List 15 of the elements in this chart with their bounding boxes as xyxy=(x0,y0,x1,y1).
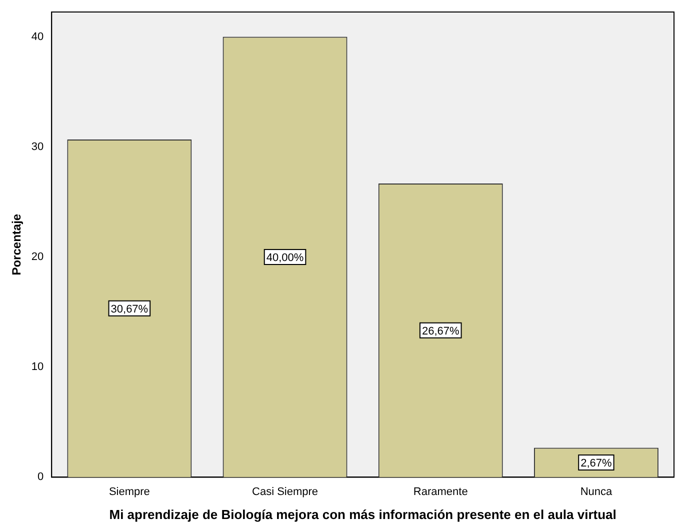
x-tick-label: Raramente xyxy=(413,486,468,498)
y-tick-label: 20 xyxy=(31,251,44,264)
data-label: 40,00% xyxy=(266,252,304,264)
y-tick-label: 0 xyxy=(38,471,44,484)
y-tick-label: 40 xyxy=(31,30,44,43)
x-axis-title: Mi aprendizaje de Biología mejora con más información presente en el aula virtual xyxy=(109,506,616,522)
data-label: 26,67% xyxy=(422,325,460,338)
data-label: 30,67% xyxy=(110,303,148,316)
x-tick-label: Nunca xyxy=(580,486,613,498)
x-tick-label: Casi Siempre xyxy=(252,486,318,498)
data-label: 2,67% xyxy=(580,458,612,470)
y-tick-label: 10 xyxy=(31,361,44,374)
y-axis-title: Porcentaje xyxy=(10,214,24,276)
x-tick-label: Siempre xyxy=(108,486,150,498)
y-tick-label: 30 xyxy=(31,140,44,153)
